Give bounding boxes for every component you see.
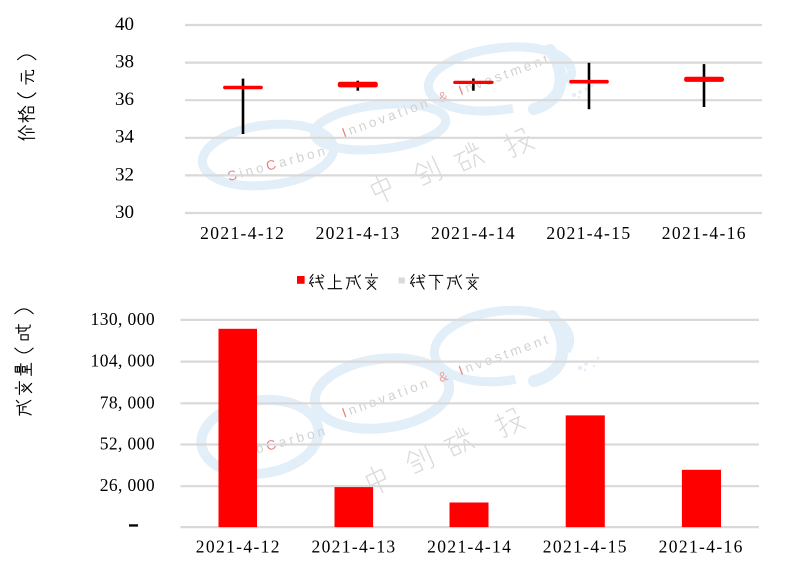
svg-text:78, 000: 78, 000 [100,392,155,412]
svg-text:2021-4-14: 2021-4-14 [427,536,512,556]
svg-text:2021-4-14: 2021-4-14 [431,223,516,243]
svg-text:2021-4-12: 2021-4-12 [200,223,285,243]
svg-text:2021-4-13: 2021-4-13 [311,536,396,556]
svg-text:2021-4-15: 2021-4-15 [546,223,631,243]
svg-text:40: 40 [115,14,134,35]
svg-text:38: 38 [115,52,134,73]
svg-text:2021-4-13: 2021-4-13 [316,223,401,243]
svg-text:2021-4-16: 2021-4-16 [662,223,747,243]
svg-text:104, 000: 104, 000 [91,351,155,371]
svg-text:26, 000: 26, 000 [100,475,155,495]
svg-text:30: 30 [115,202,134,223]
svg-text:32: 32 [115,164,134,185]
svg-text:130, 000: 130, 000 [91,309,155,329]
svg-text:2021-4-15: 2021-4-15 [543,536,628,556]
svg-text:52, 000: 52, 000 [100,434,155,454]
svg-text:36: 36 [115,89,134,110]
svg-text:34: 34 [115,127,135,148]
svg-text:2021-4-12: 2021-4-12 [196,536,281,556]
svg-text:2021-4-16: 2021-4-16 [659,536,744,556]
